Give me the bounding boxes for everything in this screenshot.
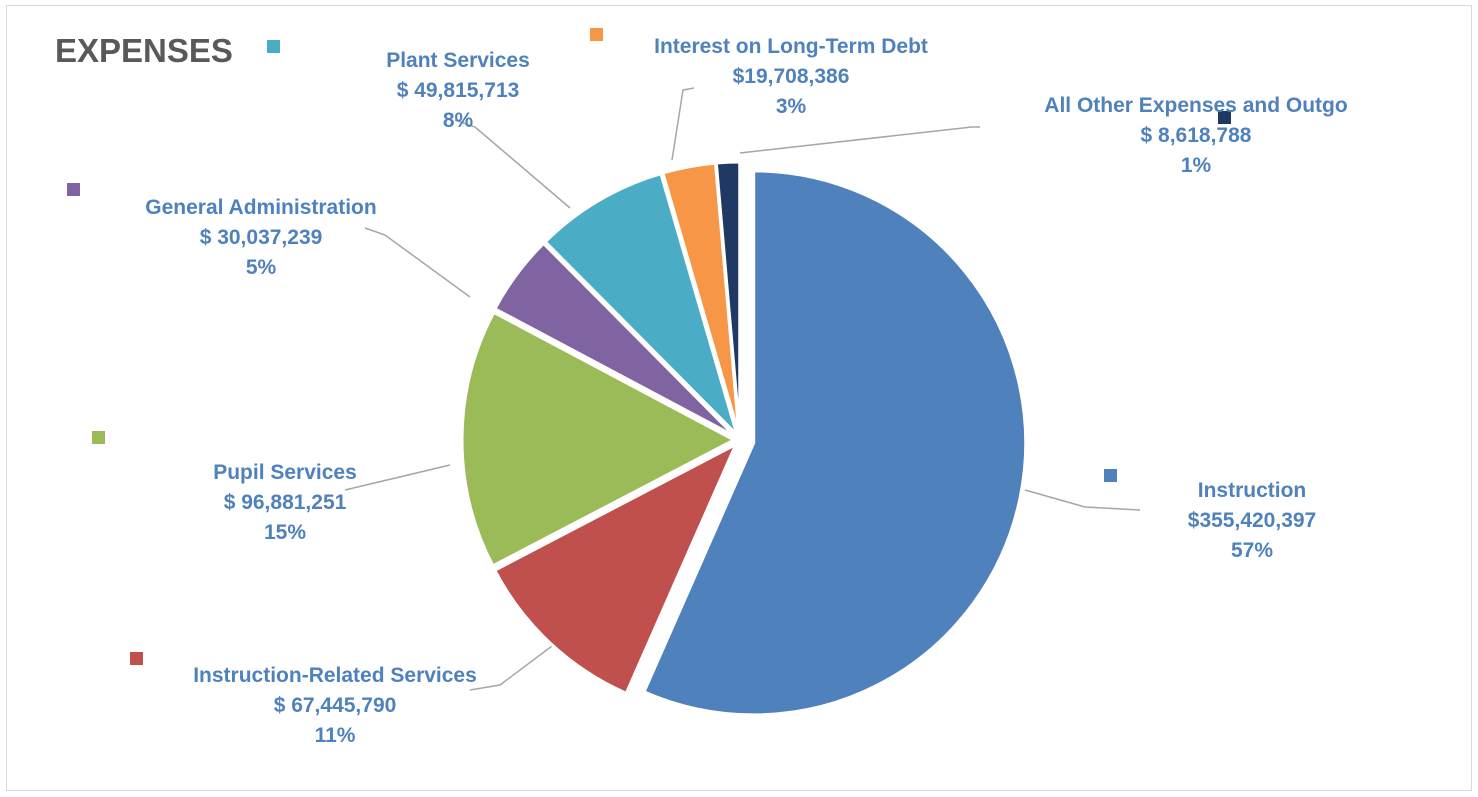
legend-key: [590, 28, 603, 41]
slice-label-name: Interest on Long-Term Debt: [654, 35, 928, 58]
slice-label-percent: 57%: [1231, 539, 1273, 562]
slice-label-percent: 3%: [776, 95, 807, 118]
leader-line: [469, 639, 561, 691]
slice-label-amount: $ 49,815,713: [397, 79, 520, 102]
legend-key: [92, 431, 105, 444]
pie-slice-general-administration: [492, 241, 737, 438]
legend-key: [1104, 469, 1117, 482]
pie-slice-instruction: [642, 169, 1028, 717]
legend-key: [130, 652, 143, 665]
slice-label-percent: 8%: [443, 109, 474, 132]
slice-label-name: Instruction: [1198, 479, 1307, 502]
slice-label-percent: 11%: [315, 724, 356, 747]
slice-label-amount: $ 30,037,239: [200, 226, 323, 249]
legend-key: [67, 183, 80, 196]
slice-label-name: Plant Services: [386, 49, 530, 72]
slice-label-percent: 1%: [1181, 154, 1212, 177]
pie-slice-plant-services: [543, 171, 739, 436]
legend-key: [1218, 111, 1231, 124]
pie-slices: [460, 160, 1028, 717]
slice-label-amount: $355,420,397: [1188, 509, 1316, 532]
slice-label-name: Pupil Services: [213, 461, 357, 484]
chart-title: EXPENSES: [55, 32, 233, 69]
slice-label-amount: $ 8,618,788: [1141, 124, 1252, 147]
leader-line: [364, 227, 471, 298]
leader-line: [344, 464, 451, 491]
slice-label-percent: 5%: [246, 256, 277, 279]
pie-slice-pupil-services: [460, 310, 738, 568]
leader-line: [454, 119, 571, 209]
pie-slice-instruction-related-services: [492, 441, 739, 696]
slice-label-name: All Other Expenses and Outgo: [1044, 94, 1347, 117]
leader-line: [671, 87, 695, 161]
leader-line: [739, 126, 980, 154]
slice-label-amount: $ 96,881,251: [224, 491, 347, 514]
slice-label-amount: $ 67,445,790: [274, 694, 397, 717]
slice-label-percent: 15%: [264, 521, 306, 544]
legend-key: [267, 40, 280, 53]
slice-labels: Instruction $355,420,397 57% Instruction-Re…: [67, 28, 1348, 747]
pie-slice-all-other-expenses-and-outgo: [714, 160, 742, 435]
leader-lines: [344, 87, 1141, 691]
leader-line: [1024, 489, 1141, 511]
slice-label-name: Instruction-Related Services: [193, 664, 477, 687]
slice-label-name: General Administration: [145, 196, 376, 219]
slice-label-amount: $19,708,386: [733, 65, 850, 88]
